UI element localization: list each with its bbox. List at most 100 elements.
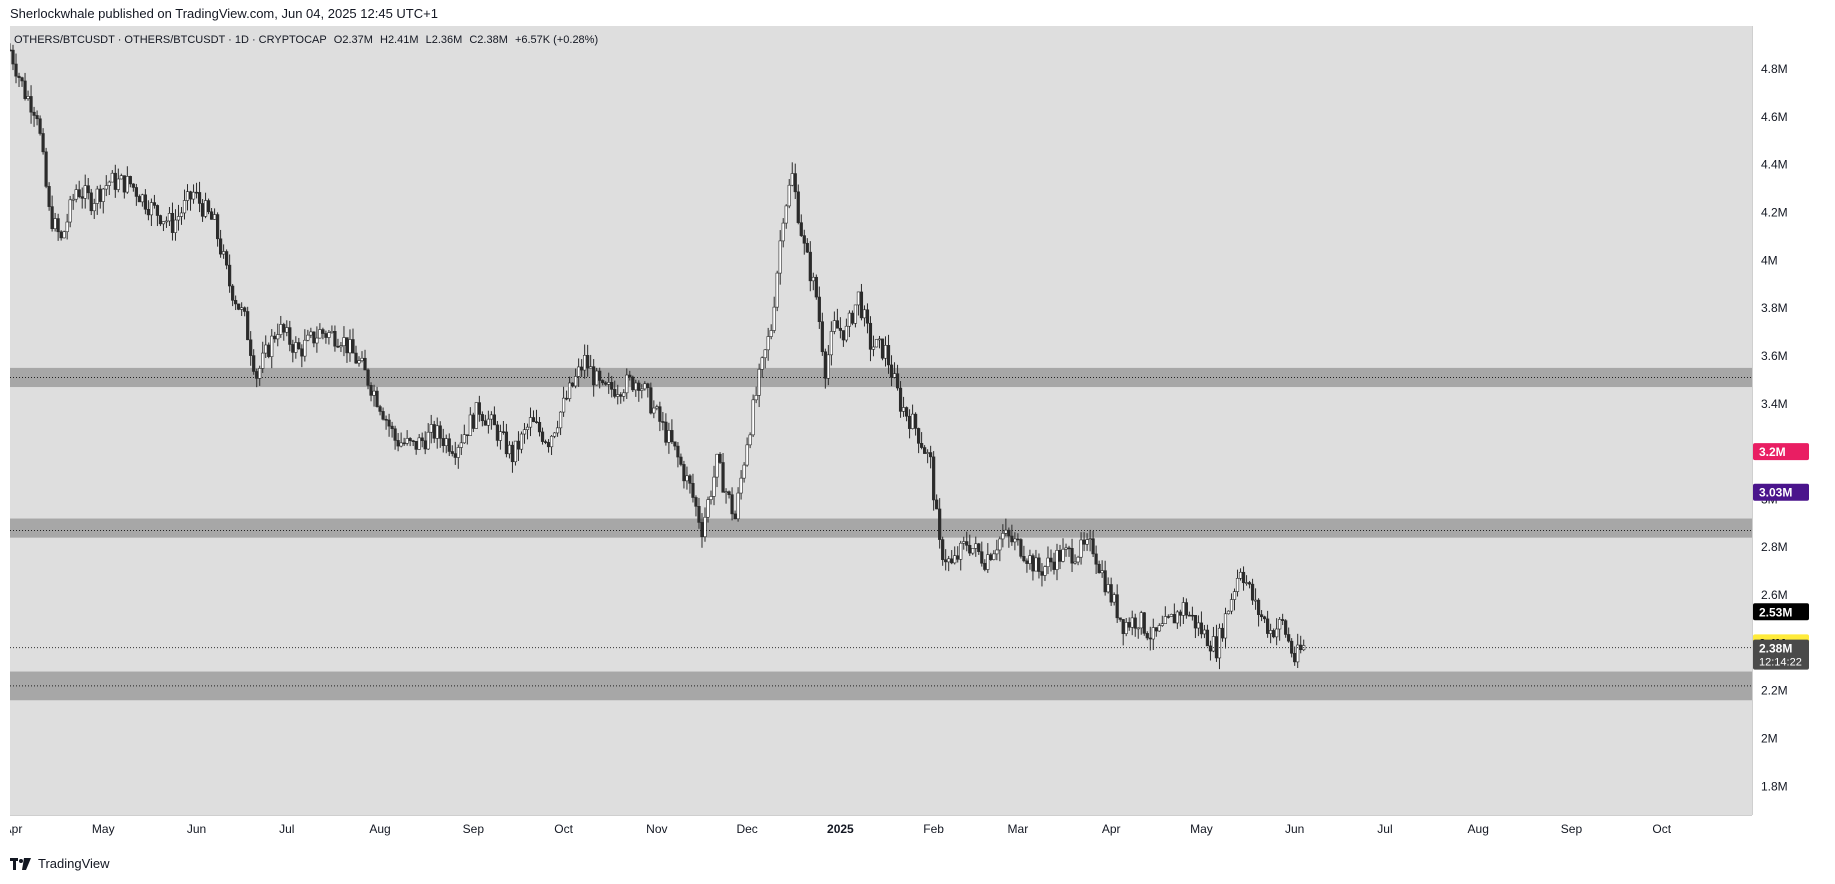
candle-body <box>387 419 391 427</box>
candle <box>519 431 524 454</box>
candle-body <box>601 380 605 384</box>
candle <box>1253 588 1258 610</box>
candle <box>1016 533 1020 546</box>
candle-body <box>116 178 120 190</box>
candle <box>215 212 220 247</box>
candle-body <box>89 192 93 212</box>
candle <box>697 497 701 529</box>
symbol-legend: OTHERS/BTCUSDT · OTHERS/BTCUSDT · 1D · C… <box>14 34 602 46</box>
candle <box>793 163 797 199</box>
candle <box>619 392 623 404</box>
candle <box>727 490 731 499</box>
candle <box>1007 527 1011 548</box>
candle <box>62 230 66 239</box>
candle <box>950 550 954 565</box>
candle-body <box>288 327 292 345</box>
candle <box>228 254 232 293</box>
price-tick-label: 3.8M <box>1761 301 1788 315</box>
candle <box>730 487 734 521</box>
candle-body <box>113 172 117 190</box>
candle-body <box>1272 630 1276 638</box>
candle <box>161 221 166 232</box>
candle <box>1193 615 1198 639</box>
candle <box>1010 524 1014 546</box>
candle <box>191 184 196 204</box>
candle <box>267 342 271 359</box>
candle-body <box>1031 555 1035 572</box>
candle-body <box>775 272 779 308</box>
candle-body <box>808 251 812 282</box>
candle <box>462 424 466 444</box>
candle-body <box>1232 591 1237 600</box>
candle <box>1040 563 1044 587</box>
candle-body <box>1202 629 1207 635</box>
candle-body <box>149 202 154 216</box>
candle <box>315 326 319 353</box>
candle-body <box>700 522 704 538</box>
candle-body <box>441 438 445 447</box>
candle-body <box>923 447 927 454</box>
candle <box>357 356 361 367</box>
candle-body <box>1296 644 1300 663</box>
candle-body <box>95 188 99 204</box>
candle-body <box>805 242 809 253</box>
candle <box>583 344 587 379</box>
candle-body <box>411 440 415 442</box>
candle <box>998 536 1002 562</box>
price-badge[interactable]: 2.53M <box>1753 603 1809 621</box>
candle <box>447 433 451 457</box>
price-chart[interactable] <box>10 26 1752 815</box>
candle <box>832 311 836 335</box>
candle-body <box>784 205 788 224</box>
candle <box>865 303 870 334</box>
candle-body <box>793 173 797 193</box>
candle-body <box>1275 628 1279 638</box>
candle <box>1166 614 1170 619</box>
candle-body <box>423 440 427 450</box>
candle <box>622 389 626 402</box>
price-badge[interactable]: 3.03M <box>1753 483 1809 501</box>
candle-body <box>907 415 912 429</box>
candle <box>1184 598 1188 619</box>
support-zone-1[interactable] <box>10 518 1752 538</box>
candle <box>739 470 743 500</box>
candle-body <box>249 339 253 356</box>
candle <box>829 321 833 366</box>
candle <box>989 552 993 562</box>
candle-body <box>1106 584 1110 593</box>
candle-body <box>107 181 111 186</box>
candle <box>646 382 650 398</box>
candle <box>634 379 638 397</box>
candle <box>561 386 566 417</box>
candle <box>986 543 990 573</box>
candle-body <box>628 374 632 378</box>
candle <box>483 414 487 426</box>
price-badge[interactable]: 3.2M <box>1753 443 1809 461</box>
chart-pane[interactable]: OTHERS/BTCUSDT · OTHERS/BTCUSDT · 1D · C… <box>10 26 1752 815</box>
time-tick-label: Jun <box>187 822 206 836</box>
candle-body <box>273 335 277 340</box>
candle-body <box>501 431 506 433</box>
candle-body <box>426 431 430 450</box>
candle <box>1211 626 1216 653</box>
price-axis[interactable]: 4.8M4.6M4.4M4.2M4M3.8M3.6M3.4M3M2.8M2.6M… <box>1753 26 1835 815</box>
price-scale[interactable]: 4.8M4.6M4.4M4.2M4M3.8M3.6M3.4M3M2.8M2.6M… <box>1752 26 1835 815</box>
candle <box>694 495 698 517</box>
candle-body <box>11 49 15 65</box>
candle-body <box>1040 571 1044 576</box>
candle <box>122 175 126 199</box>
time-scale[interactable]: Apr May Jun Jul Aug Sep Oct Nov Dec 2025 Feb Mar Apr… <box>4 815 1752 842</box>
candle <box>131 183 135 192</box>
candle-body <box>155 205 160 216</box>
candle <box>652 400 656 419</box>
candle-body <box>862 309 867 319</box>
candle-body <box>489 414 493 420</box>
time-tick-label: Dec <box>736 822 757 836</box>
candle <box>1127 617 1131 631</box>
candle-body <box>191 191 196 200</box>
candle <box>880 338 885 361</box>
candle-body <box>321 329 325 334</box>
time-axis[interactable]: Apr May Jun Jul Aug Sep Oct Nov Dec 2025 Feb Mar Apr… <box>4 816 1752 842</box>
candle <box>219 229 223 258</box>
